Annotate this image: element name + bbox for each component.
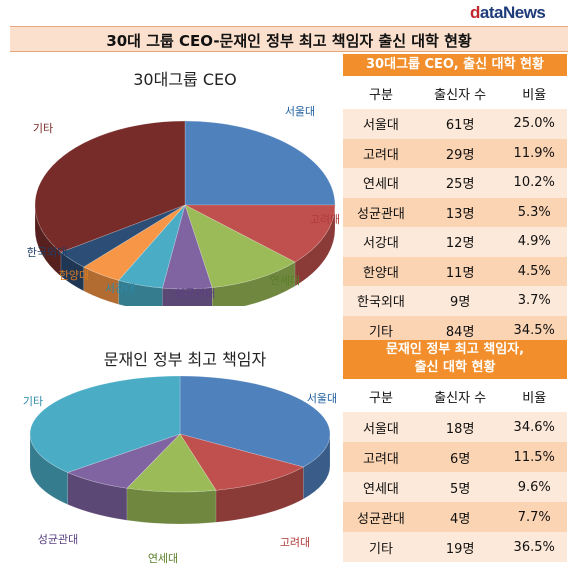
table-header-row: 구분 출신자 수 비율 bbox=[343, 381, 567, 412]
table-row: 성균관대 4명 7.7% bbox=[343, 502, 567, 532]
table-row: 고려대 29명 11.9% bbox=[343, 138, 567, 168]
table-row: 고려대 6명 11.5% bbox=[343, 442, 567, 472]
count-cell: 29명 bbox=[445, 147, 475, 163]
column-header: 출신자 수 bbox=[434, 88, 487, 103]
pie-slice-기타 bbox=[34, 120, 186, 253]
table-row: 연세대 25명 10.2% bbox=[343, 168, 567, 198]
table-row: 서울대 61명 25.0% bbox=[343, 109, 567, 139]
pie-label: 한국외대 bbox=[27, 246, 67, 259]
ratio-cell: 34.6% bbox=[513, 419, 555, 435]
university-cell: 성균관대 bbox=[357, 206, 405, 222]
pie-label: 서울대 bbox=[307, 392, 337, 405]
ratio-cell: 34.5% bbox=[513, 322, 555, 338]
table2-title-line2: 출신 대학 현황 bbox=[414, 360, 496, 375]
university-cell: 기타 bbox=[369, 541, 393, 557]
university-cell: 한국외대 bbox=[357, 295, 405, 311]
count-cell: 5명 bbox=[450, 481, 471, 497]
ratio-cell: 4.9% bbox=[517, 234, 551, 250]
university-cell: 고려대 bbox=[363, 451, 399, 467]
pie-label: 서강대 bbox=[105, 282, 135, 295]
pie-label: 서울대 bbox=[285, 105, 315, 118]
ratio-cell: 11.5% bbox=[513, 449, 555, 465]
pie-slice-기타 bbox=[29, 375, 181, 473]
pie-slice-한양대 bbox=[83, 204, 186, 281]
ratio-cell: 3.7% bbox=[517, 293, 551, 309]
title-banner: 30대 그룹 CEO-문재인 정부 최고 책임자 출신 대학 현황 bbox=[10, 26, 568, 52]
pie-slice-연세대 bbox=[126, 433, 217, 493]
count-cell: 11명 bbox=[445, 265, 475, 281]
ratio-cell: 9.6% bbox=[517, 479, 551, 495]
university-cell: 연세대 bbox=[363, 481, 399, 497]
datanews-logo: dataNews bbox=[470, 3, 546, 22]
pie-slice-고려대 bbox=[179, 433, 305, 491]
pie-label: 기타 bbox=[23, 395, 43, 408]
count-cell: 19명 bbox=[445, 541, 475, 557]
table-row: 서울대 18명 34.6% bbox=[343, 412, 567, 442]
university-cell: 고려대 bbox=[363, 147, 399, 163]
pie-slice-side bbox=[126, 487, 217, 525]
count-cell: 12명 bbox=[445, 236, 475, 252]
table-row: 성균관대 13명 5.3% bbox=[343, 197, 567, 227]
pie-label: 성균관대 bbox=[38, 533, 78, 546]
university-cell: 기타 bbox=[369, 324, 393, 340]
ratio-cell: 36.5% bbox=[513, 539, 555, 555]
count-cell: 84명 bbox=[445, 324, 475, 340]
university-cell: 연세대 bbox=[363, 177, 399, 193]
column-header: 구분 bbox=[369, 88, 393, 103]
pie-label: 기타 bbox=[33, 122, 53, 135]
pie-slice-서강대 bbox=[118, 204, 186, 289]
pie-slice-연세대 bbox=[184, 204, 296, 288]
pie-label: 고려대 bbox=[310, 213, 340, 226]
pie-slice-성균관대 bbox=[66, 433, 181, 489]
count-cell: 4명 bbox=[450, 511, 471, 527]
pie-slice-서울대 bbox=[179, 375, 331, 468]
table-row: 한국외대 9명 3.7% bbox=[343, 286, 567, 316]
count-cell: 13명 bbox=[445, 206, 475, 222]
table-government: 구분 출신자 수 비율 서울대 18명 34.6% 고려대 6명 11.5% 연세대 5명 9.… bbox=[343, 381, 567, 562]
table-row: 한양대 11명 4.5% bbox=[343, 256, 567, 286]
pie-label: 한양대 bbox=[59, 269, 89, 282]
table-ceo: 구분 출신자 수 비율 서울대 61명 25.0% 고려대 29명 11.9% 연세대 25명… bbox=[343, 78, 567, 345]
ratio-cell: 10.2% bbox=[513, 175, 555, 191]
university-cell: 서울대 bbox=[363, 421, 399, 437]
pie-label: 고려대 bbox=[280, 536, 310, 549]
ratio-cell: 4.5% bbox=[517, 263, 551, 279]
column-header: 비율 bbox=[522, 88, 547, 103]
pie-slice-한국외대 bbox=[60, 204, 186, 268]
university-cell: 서강대 bbox=[363, 236, 399, 252]
count-cell: 6명 bbox=[450, 451, 471, 467]
table1-title: 30대그룹 CEO, 출신 대학 현황 bbox=[343, 54, 567, 76]
pie-slice-성균관대 bbox=[162, 203, 213, 290]
table2-title: 문재인 정부 최고 책임자, 출신 대학 현황 bbox=[343, 340, 567, 379]
column-header: 구분 bbox=[369, 391, 393, 406]
table-header-row: 구분 출신자 수 비율 bbox=[343, 78, 567, 109]
count-cell: 18명 bbox=[445, 421, 475, 437]
pie-slice-서울대 bbox=[184, 120, 336, 206]
ratio-cell: 11.9% bbox=[513, 145, 555, 161]
column-header: 출신자 수 bbox=[434, 391, 487, 406]
ratio-cell: 25.0% bbox=[513, 116, 555, 132]
table-row: 연세대 5명 9.6% bbox=[343, 472, 567, 502]
ratio-cell: 5.3% bbox=[517, 204, 551, 220]
count-cell: 25명 bbox=[445, 177, 475, 193]
table2-title-line1: 문재인 정부 최고 책임자, bbox=[385, 342, 525, 357]
table-row: 기타 19명 36.5% bbox=[343, 532, 567, 562]
count-cell: 9명 bbox=[450, 295, 471, 311]
university-cell: 서울대 bbox=[363, 118, 399, 134]
chart2-title: 문재인 정부 최고 책임자 bbox=[103, 350, 267, 369]
pie-slice-고려대 bbox=[184, 204, 336, 263]
count-cell: 61명 bbox=[445, 118, 475, 134]
table-row: 서강대 12명 4.9% bbox=[343, 227, 567, 257]
chart1-title: 30대그룹 CEO bbox=[133, 70, 237, 89]
university-cell: 한양대 bbox=[363, 265, 399, 281]
pie-label: 연세대 bbox=[148, 552, 178, 565]
university-cell: 성균관대 bbox=[357, 511, 405, 527]
pie-label: 성균관대 bbox=[175, 287, 215, 300]
ratio-cell: 7.7% bbox=[517, 509, 551, 525]
pie-label: 연세대 bbox=[270, 274, 300, 287]
column-header: 비율 bbox=[522, 391, 547, 406]
page-title: 30대 그룹 CEO-문재인 정부 최고 책임자 출신 대학 현황 bbox=[106, 32, 472, 50]
